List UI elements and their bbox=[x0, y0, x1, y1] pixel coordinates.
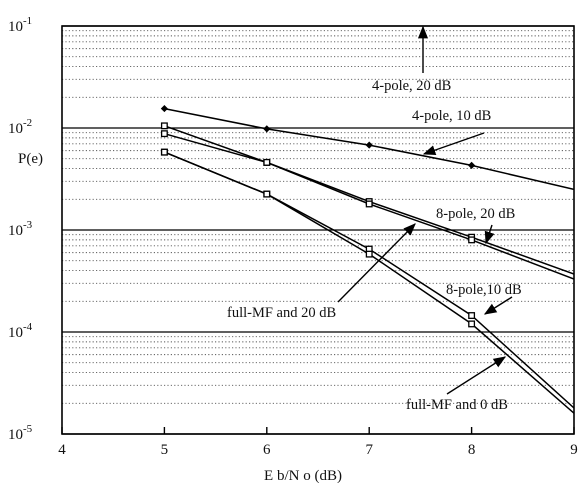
annotation-label-5: 8-pole,10 dB bbox=[446, 282, 522, 298]
x-axis-ticks: 4 5 6 7 8 9 bbox=[58, 427, 578, 458]
annotation-label-4: full-MF and 20 dB bbox=[227, 305, 336, 321]
annotation-arrow-3 bbox=[484, 224, 495, 245]
data-point-marker bbox=[468, 161, 476, 169]
y-tick-label: 10-1 bbox=[8, 15, 32, 35]
annotation-arrow-2 bbox=[422, 132, 485, 156]
x-tick-label: 7 bbox=[365, 442, 373, 458]
y-axis-label: P(e) bbox=[18, 151, 43, 167]
x-tick-label: 9 bbox=[570, 442, 578, 458]
x-tick-label: 5 bbox=[161, 442, 169, 458]
data-point-marker bbox=[468, 236, 476, 244]
data-point-marker bbox=[160, 104, 168, 113]
y-tick-label: 10-2 bbox=[8, 117, 32, 137]
plot-frame bbox=[61, 25, 575, 435]
annotation-arrow-4 bbox=[337, 223, 416, 303]
annotation-label-2: 4-pole, 10 dB bbox=[412, 108, 491, 124]
x-tick-label: 4 bbox=[58, 442, 66, 458]
data-point-marker bbox=[365, 141, 373, 149]
series-markers bbox=[160, 104, 476, 328]
annotation-label-3: 8-pole, 20 dB bbox=[436, 206, 515, 222]
x-tick-label: 6 bbox=[263, 442, 271, 458]
x-axis-label: E b/N o (dB) bbox=[264, 468, 342, 483]
data-point-marker bbox=[365, 200, 373, 208]
data-point-marker bbox=[160, 148, 168, 156]
y-tick-label: 10-4 bbox=[8, 321, 33, 341]
y-tick-label: 10-5 bbox=[8, 423, 33, 443]
y-tick-label: 10-3 bbox=[8, 219, 33, 239]
data-point-marker bbox=[468, 312, 476, 319]
data-point-marker bbox=[365, 250, 373, 258]
data-point-marker bbox=[468, 320, 476, 328]
annotations: 4-pole, 20 dB 4-pole, 10 dB 8-pole, 20 dB f… bbox=[227, 25, 522, 413]
y-axis-ticks: 10-5 10-4 10-3 10-2 10-1 bbox=[8, 15, 33, 443]
annotation-arrow-5 bbox=[483, 296, 513, 315]
data-point-marker bbox=[160, 122, 168, 130]
annotation-label-6: full-MF and 0 dB bbox=[406, 397, 508, 413]
data-point-marker bbox=[160, 130, 168, 138]
data-point-marker bbox=[263, 125, 271, 133]
grid bbox=[62, 25, 574, 435]
series-line-4 bbox=[164, 151, 574, 409]
data-point-marker bbox=[263, 158, 271, 166]
annotation-arrow-6 bbox=[446, 356, 507, 395]
x-tick-label: 8 bbox=[468, 442, 476, 458]
annotation-label-1: 4-pole, 20 dB bbox=[372, 78, 451, 94]
data-point-marker bbox=[263, 190, 271, 198]
